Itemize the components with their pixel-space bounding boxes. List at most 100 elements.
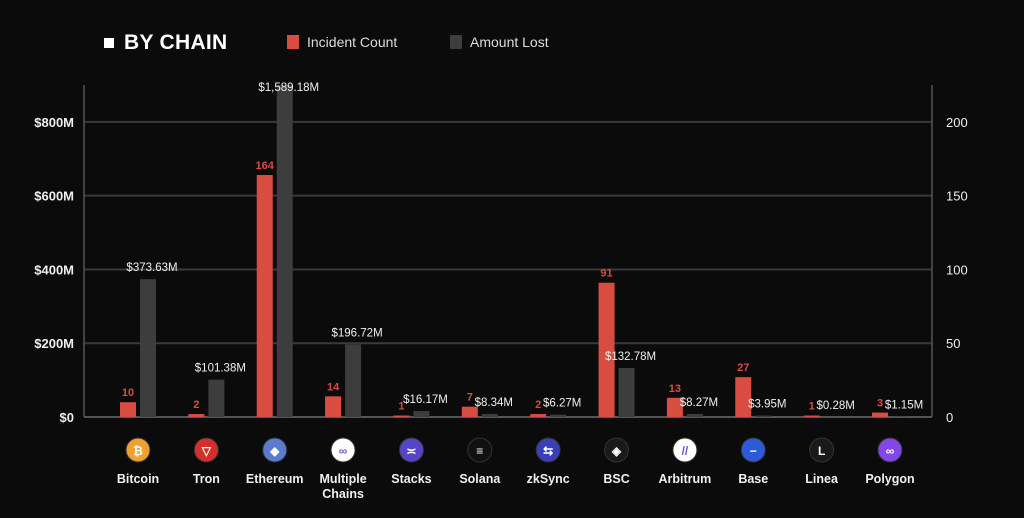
right-tick-label: 50 — [946, 336, 960, 351]
category-label: Tron — [193, 472, 220, 486]
amount-lost-label: $0.28M — [816, 400, 854, 412]
incident-count-bar — [735, 377, 752, 417]
chart-title-text: BY CHAIN — [124, 31, 228, 54]
incident-count-bar — [120, 402, 136, 417]
amount-lost-bar — [413, 411, 430, 417]
base-icon-glyph: − — [750, 444, 757, 458]
incident-count-label: 2 — [193, 399, 199, 411]
right-tick-label: 200 — [946, 115, 968, 130]
amount-lost-label: $101.38M — [195, 363, 246, 375]
amount-lost-label: $132.78M — [605, 351, 656, 363]
bsc-icon-glyph: ◈ — [611, 444, 622, 458]
amount-lost-label: $8.34M — [475, 397, 513, 409]
arbitrum-icon-glyph: // — [682, 444, 689, 458]
category-label: Bitcoin — [117, 472, 159, 486]
incident-count-bar — [530, 414, 547, 417]
category-label: Ethereum — [246, 472, 304, 486]
incident-count-bar — [666, 397, 683, 417]
amount-lost-bar — [686, 413, 703, 417]
bsc-icon — [604, 437, 630, 463]
amount-lost-bar — [140, 279, 156, 417]
legend-incident-count[interactable]: Incident Count — [287, 34, 397, 50]
amount-lost-label: $1.15M — [885, 400, 923, 412]
zksync-icon — [535, 437, 561, 463]
incident-count-bar — [598, 282, 615, 417]
linea-icon-glyph: L — [818, 444, 825, 458]
incident-count-label: 13 — [669, 383, 681, 395]
amount-lost-bar — [276, 85, 293, 417]
incident-count-label: 27 — [737, 362, 749, 374]
amount-lost-bar — [755, 415, 772, 417]
incident-count-bar — [872, 412, 888, 417]
category-label: Chains — [322, 487, 364, 501]
category-label: BSC — [603, 472, 629, 486]
arbitrum-icon — [672, 437, 698, 463]
legend-label: Amount Lost — [470, 34, 549, 50]
category-label: zkSync — [527, 472, 570, 486]
legend-swatch-gray — [450, 35, 462, 49]
incident-count-label: 7 — [467, 392, 473, 404]
tron-icon — [193, 437, 219, 463]
legend-swatch-red — [287, 35, 299, 49]
incident-count-label: 164 — [256, 160, 275, 172]
amount-lost-bar — [618, 368, 635, 417]
stacks-icon — [398, 437, 424, 463]
right-tick-label: 0 — [946, 410, 953, 425]
multiple-chains-icon-glyph: ∞ — [339, 444, 348, 458]
polygon-icon — [877, 437, 903, 463]
amount-lost-label: $6.27M — [543, 398, 581, 410]
category-label: Stacks — [391, 472, 431, 486]
incident-count-label: 91 — [600, 268, 612, 280]
left-tick-label: $200M — [34, 336, 74, 351]
legend-label: Incident Count — [307, 34, 398, 50]
amount-lost-label: $16.17M — [403, 394, 448, 406]
base-icon — [740, 437, 766, 463]
incident-count-bar — [188, 414, 205, 417]
amount-lost-label: $196.72M — [332, 327, 383, 339]
right-tick-label: 150 — [946, 189, 968, 204]
title-square-icon — [104, 38, 114, 48]
incident-count-label: 2 — [535, 399, 541, 411]
incident-count-bar — [461, 406, 478, 417]
category-label: Arbitrum — [659, 472, 712, 486]
category-label: Multiple — [319, 472, 366, 486]
left-tick-label: $0 — [60, 410, 74, 425]
zksync-icon-glyph: ⇆ — [543, 444, 553, 458]
category-label: Linea — [805, 472, 839, 486]
left-tick-label: $800M — [34, 115, 74, 130]
linea-icon — [809, 437, 835, 463]
amount-lost-label: $8.27M — [680, 397, 718, 409]
incident-count-label: 14 — [327, 381, 340, 393]
category-label: Polygon — [865, 472, 914, 486]
incident-count-label: 10 — [122, 387, 134, 399]
amount-lost-label: $1,589.18M — [258, 82, 319, 94]
incident-count-label: 1 — [809, 401, 815, 413]
category-label: Solana — [459, 472, 501, 486]
solana-icon-glyph: ≡ — [476, 444, 483, 458]
left-tick-label: $600M — [34, 189, 74, 204]
amount-lost-bar — [345, 344, 362, 417]
right-tick-label: 100 — [946, 262, 968, 277]
amount-lost-label: $373.63M — [126, 262, 177, 274]
polygon-icon-glyph: ∞ — [886, 444, 895, 458]
incident-count-bar — [393, 415, 410, 417]
incident-count-bar — [325, 396, 342, 417]
incident-count-label: 3 — [877, 398, 883, 410]
solana-icon — [467, 437, 493, 463]
amount-lost-bar — [550, 414, 567, 417]
chart-title: BY CHAIN — [104, 31, 228, 55]
multiple-chains-icon — [330, 437, 356, 463]
amount-lost-bar — [208, 379, 225, 417]
amount-lost-label: $3.95M — [748, 399, 786, 411]
tron-icon-glyph: ▽ — [201, 444, 212, 458]
incident-count-label: 1 — [398, 401, 404, 413]
incident-count-bar — [256, 175, 273, 417]
amount-lost-bar — [481, 413, 498, 417]
legend-amount-lost[interactable]: Amount Lost — [450, 34, 549, 50]
category-label: Base — [738, 472, 768, 486]
bitcoin-icon-glyph: ₿ — [133, 444, 143, 458]
stacks-icon-glyph: ≍ — [406, 444, 416, 458]
bitcoin-icon — [125, 437, 151, 463]
incident-count-bar — [803, 415, 820, 417]
